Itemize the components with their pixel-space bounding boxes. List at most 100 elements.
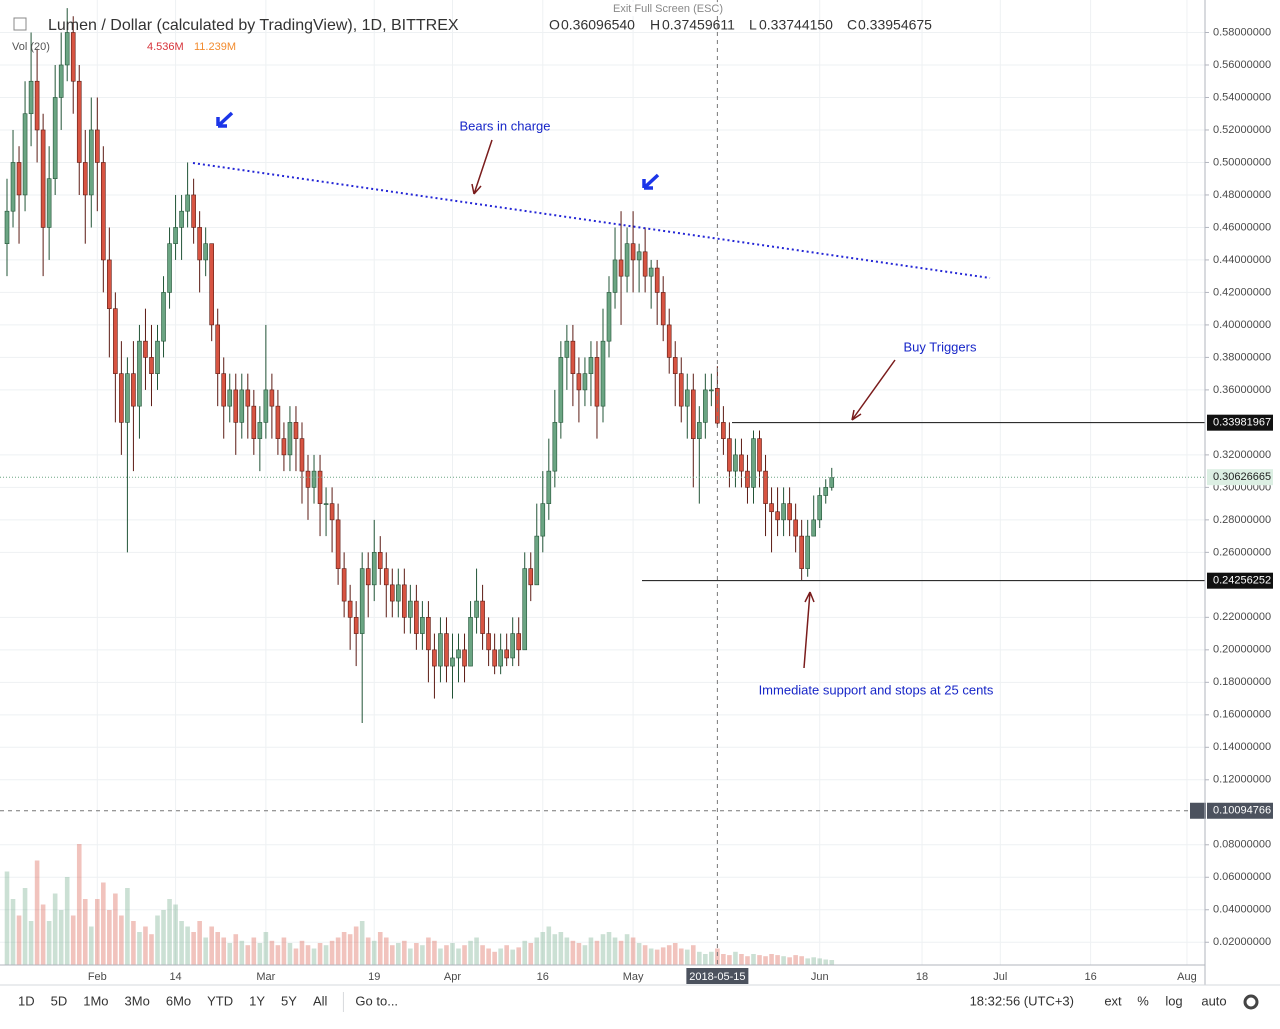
candle-body: [558, 357, 564, 423]
volume-bar: [155, 915, 160, 965]
volume-bar: [654, 949, 660, 965]
candle-body: [570, 340, 576, 374]
volume-bar: [636, 943, 642, 965]
volume-bar: [540, 932, 546, 965]
candle-body: [347, 600, 353, 618]
range-button[interactable]: 5Y: [281, 993, 297, 1008]
settings-button[interactable]: [1243, 994, 1259, 1010]
candle-body: [444, 633, 449, 667]
toolbar-toggle[interactable]: log: [1165, 993, 1182, 1008]
annotation-arrow: [471, 139, 493, 195]
volume-bar: [365, 937, 371, 965]
candle-body: [245, 389, 251, 407]
volume-bar: [522, 940, 528, 965]
range-button[interactable]: 3Mo: [125, 993, 150, 1008]
price-tag: 0.10094766: [1213, 805, 1271, 817]
y-tick-label: 0.16000000: [1213, 709, 1271, 721]
candle-body: [420, 617, 425, 634]
volume-bar: [498, 948, 503, 965]
price-tag-bg: [1207, 572, 1273, 589]
volume-bar: [492, 951, 497, 965]
volume-bar: [745, 956, 750, 965]
candle-body: [155, 340, 160, 374]
toolbar-toggle[interactable]: ext: [1104, 993, 1122, 1008]
volume-bar: [684, 949, 690, 965]
candle-body: [239, 389, 245, 423]
candle-body: [34, 80, 40, 131]
candle-body: [281, 438, 287, 456]
collapse-icon[interactable]: [13, 17, 27, 31]
candle-body: [588, 357, 594, 374]
volume-bar: [678, 948, 684, 965]
candle-body: [402, 584, 407, 618]
range-button[interactable]: 1Mo: [83, 993, 108, 1008]
volume-bar: [642, 945, 648, 965]
volume-bar: [353, 926, 359, 965]
range-button[interactable]: 1D: [18, 993, 35, 1008]
y-tick-label: 0.02000000: [1213, 936, 1271, 948]
volume-bar: [606, 932, 612, 965]
volume-bar: [721, 954, 726, 965]
candle-body: [727, 438, 732, 472]
volume-bar: [624, 934, 630, 965]
volume-bar: [564, 937, 570, 965]
volume-bar: [52, 893, 58, 965]
annotation-arrow: [851, 359, 896, 421]
toolbar-toggle[interactable]: auto: [1201, 993, 1226, 1008]
x-tick-label: 16: [537, 971, 549, 983]
exit-fullscreen[interactable]: Exit Full Screen (ESC): [613, 3, 723, 15]
y-tick-label: 0.20000000: [1213, 644, 1271, 656]
volume-bar: [143, 926, 148, 965]
range-button[interactable]: YTD: [207, 993, 233, 1008]
candle-body: [775, 511, 780, 521]
volume-bar: [335, 937, 341, 965]
arrow-marker: [216, 111, 234, 128]
volume-bar: [456, 948, 461, 965]
range-button[interactable]: All: [313, 993, 328, 1008]
goto-button[interactable]: Go to...: [355, 993, 398, 1008]
volume-bar: [462, 945, 467, 965]
volume-bar: [311, 948, 317, 965]
candle-body: [690, 389, 696, 439]
volume-bar: [450, 943, 455, 965]
candle-body: [323, 503, 329, 505]
volume-bar: [733, 951, 738, 965]
volume-bar: [233, 934, 239, 965]
toolbar-toggle[interactable]: %: [1137, 993, 1149, 1008]
volume-bar: [245, 945, 251, 965]
candle-body: [335, 519, 341, 569]
candle-body: [209, 243, 214, 326]
candle-body: [600, 340, 606, 407]
candle-body: [799, 535, 804, 569]
candle-body: [16, 162, 22, 196]
crosshair-x-bg: [686, 968, 749, 984]
volume-bar: [197, 921, 202, 965]
volume-bar: [119, 915, 124, 965]
candle-body: [678, 373, 684, 407]
volume-bar: [552, 934, 558, 965]
candle-body: [612, 259, 618, 293]
volume-bar: [341, 932, 347, 965]
candle-body: [185, 194, 190, 212]
volume-bar: [697, 951, 702, 965]
exit-fullscreen-bg[interactable]: [583, 2, 753, 16]
y-tick-label: 0.38000000: [1213, 351, 1271, 363]
range-button[interactable]: 6Mo: [166, 993, 191, 1008]
y-tick-label: 0.06000000: [1213, 871, 1271, 883]
range-button[interactable]: 1Y: [249, 993, 265, 1008]
crosshair-plus[interactable]: [1190, 802, 1206, 819]
range-button[interactable]: 5D: [51, 993, 68, 1008]
volume-bar: [588, 937, 594, 965]
volume-bar: [739, 954, 744, 965]
volume-bar: [396, 943, 401, 965]
volume-bar: [576, 943, 582, 965]
candle-body: [576, 373, 582, 391]
volume-bar: [703, 954, 708, 965]
candle-body: [82, 162, 88, 196]
candle-body: [528, 568, 534, 586]
candle-body: [594, 357, 600, 407]
clock: 18:32:56 (UTC+3): [970, 993, 1074, 1008]
candle-body: [564, 340, 570, 358]
volume-bar: [82, 899, 88, 965]
